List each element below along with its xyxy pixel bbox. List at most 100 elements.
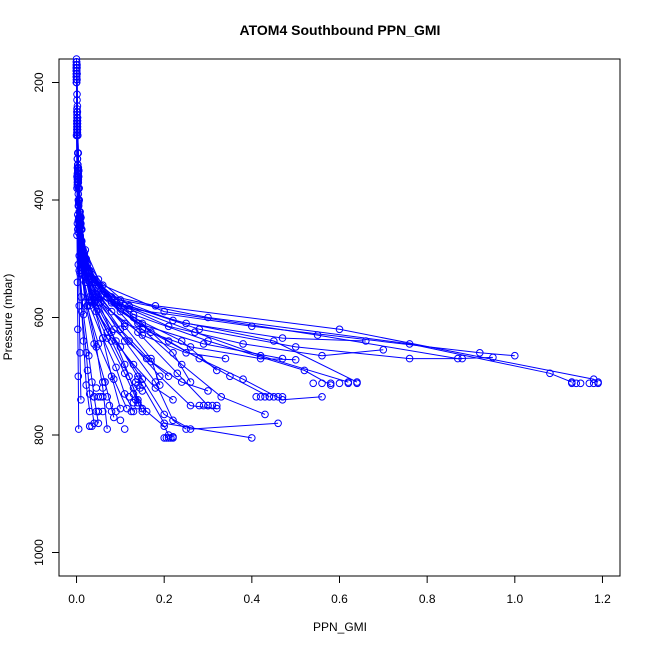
data-point <box>313 331 322 339</box>
data-point <box>239 375 247 384</box>
data-point <box>129 360 138 369</box>
data-point <box>167 434 175 442</box>
data-point <box>186 425 195 433</box>
profile-series <box>72 78 256 442</box>
data-point <box>239 340 247 348</box>
data-point <box>576 379 585 388</box>
x-tick-label: 0.6 <box>331 592 348 606</box>
data-point <box>94 407 103 416</box>
x-tick-label: 0.4 <box>244 592 261 606</box>
data-point <box>74 425 83 433</box>
data-point <box>546 369 554 378</box>
y-tick-label: 200 <box>32 72 46 92</box>
series-line <box>76 82 80 430</box>
data-point <box>103 393 111 401</box>
data-point <box>278 334 287 342</box>
series-line <box>76 73 349 383</box>
data-point <box>138 331 147 339</box>
data-point <box>572 379 581 388</box>
data-point <box>138 404 147 413</box>
data-point <box>120 337 129 345</box>
data-point <box>73 278 82 287</box>
data-point <box>138 407 147 416</box>
data-point <box>120 360 129 369</box>
data-point <box>274 393 282 401</box>
series-line <box>76 67 493 360</box>
data-point <box>151 384 160 392</box>
data-point <box>125 393 133 401</box>
data-point <box>103 328 111 337</box>
data-point <box>270 393 278 401</box>
series-line <box>76 82 283 360</box>
data-point <box>173 369 182 378</box>
data-point <box>72 58 81 66</box>
extra-points <box>83 366 602 442</box>
data-point <box>318 351 326 360</box>
data-point <box>177 337 186 345</box>
y-axis: 200 400 600 800 1000 <box>32 72 60 566</box>
data-point <box>186 343 195 351</box>
data-point <box>291 343 300 351</box>
data-point <box>88 422 96 431</box>
y-tick-label: 1000 <box>32 539 46 566</box>
data-point <box>309 379 318 388</box>
data-point <box>103 334 111 342</box>
series-line <box>76 67 169 377</box>
data-point <box>256 393 265 401</box>
data-point <box>326 379 335 388</box>
data-point <box>160 422 168 431</box>
data-point <box>160 307 168 316</box>
y-tick-label: 800 <box>32 425 46 445</box>
data-point <box>261 410 269 419</box>
data-point <box>94 340 103 348</box>
series-line <box>76 64 174 401</box>
data-point <box>101 378 109 386</box>
profile-series <box>72 72 221 413</box>
data-point <box>76 213 84 222</box>
profile-series <box>72 58 361 386</box>
data-point <box>107 407 116 416</box>
data-point <box>99 334 107 342</box>
data-point <box>112 299 120 307</box>
data-point <box>204 387 212 395</box>
profile-series <box>73 61 602 386</box>
data-point <box>94 393 103 401</box>
data-point <box>221 354 230 363</box>
y-tick-label: 400 <box>32 190 46 210</box>
data-point <box>164 337 173 345</box>
series-line <box>76 73 187 430</box>
data-point <box>129 407 138 416</box>
x-axis: 0.0 0.2 0.4 0.6 0.8 1.0 1.2 <box>68 575 611 606</box>
data-point <box>335 379 344 388</box>
x-axis-label: PPN_GMI <box>313 620 367 634</box>
data-point <box>195 401 204 410</box>
data-point <box>74 222 83 231</box>
data-point <box>75 216 83 225</box>
data-point <box>318 379 326 388</box>
data-point <box>120 319 129 328</box>
data-point <box>182 349 190 357</box>
data-point <box>73 175 82 184</box>
data-point <box>112 363 120 372</box>
data-point <box>270 337 278 345</box>
data-point <box>164 434 173 442</box>
data-point <box>72 69 81 78</box>
series-line <box>76 58 515 357</box>
data-point <box>291 356 300 364</box>
data-point <box>177 378 186 386</box>
x-tick-label: 0.0 <box>68 592 85 606</box>
profile-series <box>73 75 326 404</box>
x-tick-label: 1.0 <box>506 592 523 606</box>
data-point <box>585 379 594 388</box>
data-point <box>88 378 96 386</box>
data-point <box>265 393 274 401</box>
data-point <box>261 393 269 401</box>
series-line <box>76 70 209 392</box>
y-tick-label: 600 <box>32 307 46 327</box>
data-point <box>82 349 90 357</box>
data-point <box>274 419 282 428</box>
data-point <box>405 340 414 348</box>
profile-series <box>72 69 131 413</box>
data-point <box>318 393 326 401</box>
